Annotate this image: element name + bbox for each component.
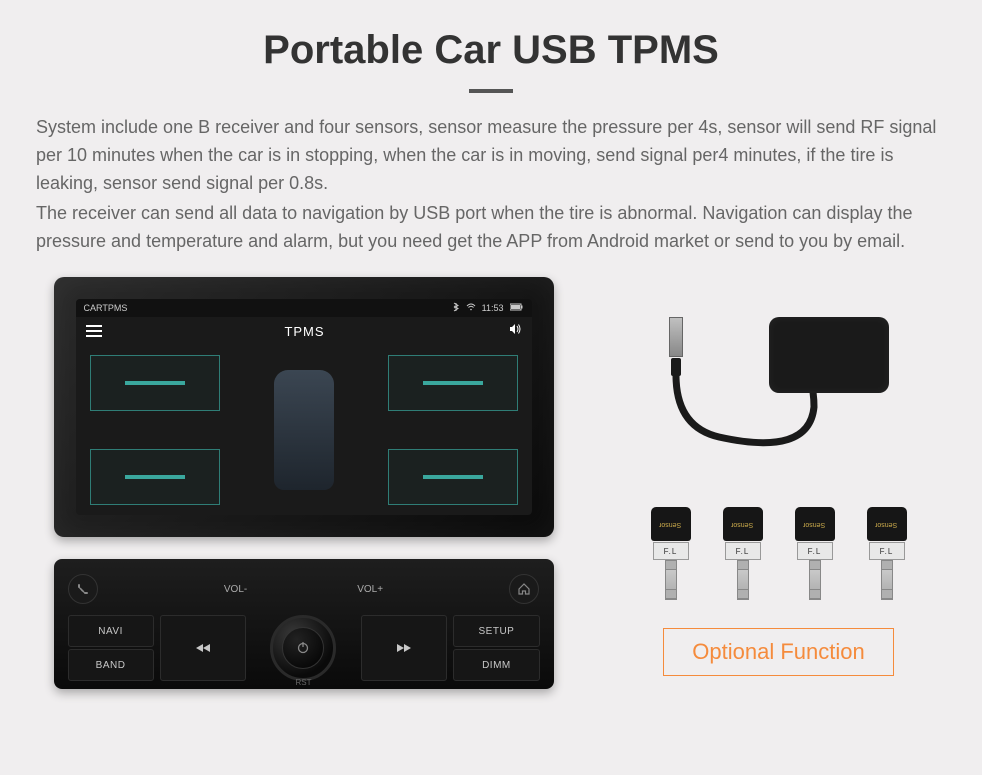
description-block: System include one B receiver and four s… <box>0 113 982 255</box>
setup-button[interactable]: SETUP <box>453 615 539 647</box>
hamburger-menu-icon[interactable] <box>86 322 102 340</box>
rst-label: RST <box>296 678 312 687</box>
usb-plug-icon <box>669 317 683 357</box>
car-topview-icon <box>274 370 334 490</box>
next-track-button[interactable] <box>361 615 447 681</box>
vol-minus-label: VOL- <box>224 584 247 595</box>
control-panel: VOL- VOL+ NAVI BAND <box>54 559 554 689</box>
phone-button[interactable] <box>68 574 98 604</box>
volume-knob[interactable] <box>252 615 355 681</box>
band-button[interactable]: BAND <box>68 649 154 681</box>
tpms-display <box>76 345 532 515</box>
tire-panel-front-left[interactable] <box>90 355 220 411</box>
control-panel-top-row: VOL- VOL+ <box>68 569 540 609</box>
power-icon <box>296 640 310 657</box>
battery-icon <box>510 303 524 313</box>
wifi-icon <box>466 303 476 313</box>
tire-panel-front-right[interactable] <box>388 355 518 411</box>
tire-sensor: Sensor F.L <box>646 507 696 600</box>
car-headunit: CARTPMS 11:53 <box>54 277 554 537</box>
app-toolbar: TPMS <box>76 317 532 345</box>
optional-function-badge: Optional Function <box>663 628 893 676</box>
sensor-stem-icon <box>665 560 677 600</box>
tire-sensor: Sensor F.L <box>718 507 768 600</box>
statusbar-app-indicator: CARTPMS <box>84 303 128 313</box>
home-button[interactable] <box>509 574 539 604</box>
headunit-screen[interactable]: CARTPMS 11:53 <box>76 299 532 515</box>
app-title: TPMS <box>284 324 324 339</box>
page-title: Portable Car USB TPMS <box>0 0 982 73</box>
right-column: Sensor F.L Sensor F.L Sensor F.L Sensor … <box>611 277 946 689</box>
receiver-box-icon <box>769 317 889 393</box>
title-divider <box>469 89 513 93</box>
sensor-cap-icon: Sensor <box>651 507 691 541</box>
tire-sensor: Sensor F.L <box>790 507 840 600</box>
usb-receiver-assembly <box>649 287 909 477</box>
sensor-cap-icon: Sensor <box>795 507 835 541</box>
sensor-set: Sensor F.L Sensor F.L Sensor F.L Sensor … <box>646 507 912 600</box>
navi-button[interactable]: NAVI <box>68 615 154 647</box>
vol-plus-label: VOL+ <box>357 584 383 595</box>
description-paragraph-2: The receiver can send all data to naviga… <box>36 199 946 255</box>
bluetooth-icon <box>452 302 460 314</box>
statusbar-time: 11:53 <box>482 303 504 313</box>
tire-panel-rear-left[interactable] <box>90 449 220 505</box>
tire-sensor: Sensor F.L <box>862 507 912 600</box>
prev-track-button[interactable] <box>160 615 246 681</box>
left-column: CARTPMS 11:53 <box>36 277 571 689</box>
sensor-position-label: F.L <box>725 542 761 560</box>
sensor-cap-icon: Sensor <box>723 507 763 541</box>
sensor-stem-icon <box>737 560 749 600</box>
sensor-stem-icon <box>809 560 821 600</box>
content-row: CARTPMS 11:53 <box>0 257 982 689</box>
sensor-stem-icon <box>881 560 893 600</box>
volume-labels: VOL- VOL+ <box>224 584 383 595</box>
speaker-icon[interactable] <box>508 322 522 341</box>
sensor-cap-icon: Sensor <box>867 507 907 541</box>
sensor-position-label: F.L <box>869 542 905 560</box>
android-statusbar: CARTPMS 11:53 <box>76 299 532 317</box>
tire-panel-rear-right[interactable] <box>388 449 518 505</box>
sensor-position-label: F.L <box>653 542 689 560</box>
sensor-position-label: F.L <box>797 542 833 560</box>
description-paragraph-1: System include one B receiver and four s… <box>36 113 946 197</box>
page-root: Portable Car USB TPMS System include one… <box>0 0 982 775</box>
dimm-button[interactable]: DIMM <box>453 649 539 681</box>
